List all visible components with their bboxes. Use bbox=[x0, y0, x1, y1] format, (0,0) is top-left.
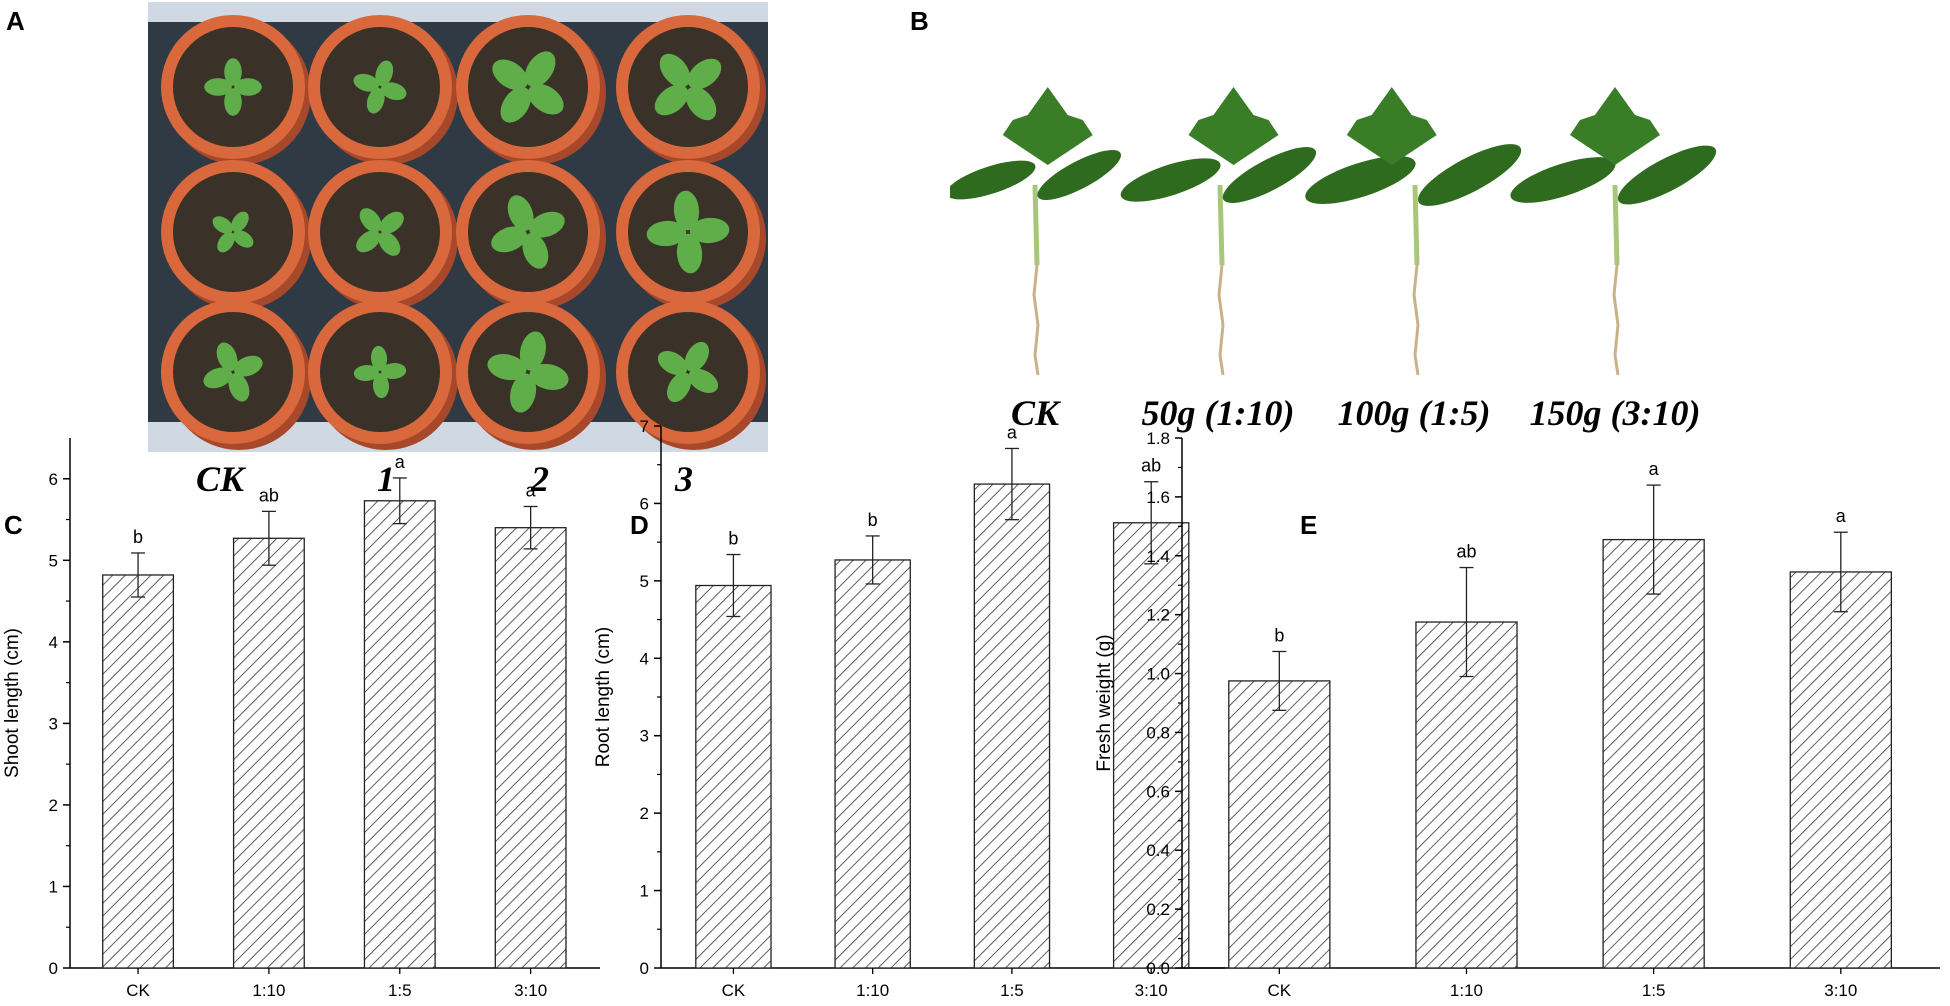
x-tick-label: 3:10 bbox=[1135, 981, 1168, 1000]
x-tick-label: CK bbox=[1268, 981, 1292, 1000]
y-tick-label: 0.2 bbox=[1146, 900, 1170, 919]
bar-1-10 bbox=[834, 559, 911, 969]
significance-label: b bbox=[1274, 625, 1284, 645]
panel-e-letter: E bbox=[1300, 510, 1318, 540]
x-tick-label: 1:10 bbox=[856, 981, 889, 1000]
pot bbox=[161, 160, 311, 310]
significance-label: b bbox=[728, 529, 738, 549]
y-tick-label: 1.0 bbox=[1146, 665, 1170, 684]
y-tick-label: 3 bbox=[640, 727, 649, 746]
pot bbox=[308, 15, 458, 165]
y-tick-label: 1.6 bbox=[1146, 488, 1170, 507]
significance-label: ab bbox=[259, 485, 279, 505]
pot bbox=[616, 300, 766, 450]
bar-CK bbox=[102, 574, 175, 969]
y-tick-label: 0.0 bbox=[1146, 959, 1170, 978]
y-tick-label: 6 bbox=[49, 470, 58, 489]
y-tick-label: 2 bbox=[640, 804, 649, 823]
y-tick-label: 1.2 bbox=[1146, 606, 1170, 625]
panel-a-label-2: 2 bbox=[531, 459, 549, 499]
y-tick-label: 2 bbox=[49, 796, 58, 815]
seedling bbox=[1510, 87, 1717, 376]
x-tick-label: 1:5 bbox=[1000, 981, 1024, 1000]
y-tick-label: 1.8 bbox=[1146, 429, 1170, 448]
y-tick-label: 0.8 bbox=[1146, 723, 1170, 742]
significance-label: a bbox=[1836, 506, 1847, 526]
y-tick-label: 0.6 bbox=[1146, 782, 1170, 801]
seedling bbox=[1305, 87, 1522, 376]
pot bbox=[456, 15, 606, 165]
y-tick-label: 5 bbox=[640, 572, 649, 591]
y-tick-label: 0 bbox=[49, 959, 58, 978]
significance-label: a bbox=[526, 480, 537, 500]
pot bbox=[308, 160, 458, 310]
bar-3-10 bbox=[494, 527, 567, 969]
bar-1-5 bbox=[363, 500, 436, 969]
pot bbox=[616, 15, 766, 165]
y-tick-label: 6 bbox=[640, 494, 649, 513]
chart-c: 0 1 2 3 4 5 6 Shoot length (cm) b CK ab 1:10 a 1:5 a 3:… bbox=[2, 438, 600, 1000]
bar-1-10 bbox=[232, 537, 305, 969]
significance-label: a bbox=[1007, 422, 1018, 442]
pot bbox=[161, 300, 311, 450]
pot bbox=[456, 160, 606, 310]
significance-label: b bbox=[868, 510, 878, 530]
x-tick-label: 3:10 bbox=[1824, 981, 1857, 1000]
chart-d: 0 1 2 3 4 5 6 7 Root length (cm) b CK b 1:10 a 1:5 ab 3:… bbox=[593, 417, 1225, 1000]
panel-a-photo bbox=[148, 2, 768, 452]
y-tick-label: 4 bbox=[640, 649, 649, 668]
panel-a-label-ck: CK bbox=[195, 459, 245, 499]
bar-3-10 bbox=[1112, 522, 1190, 969]
panel-b-label-100g: 100g (1:5) bbox=[1337, 393, 1491, 433]
y-tick-label: 0.4 bbox=[1146, 841, 1170, 860]
y-axis-title: Fresh weight (g) bbox=[1094, 634, 1115, 771]
x-tick-label: 1:5 bbox=[388, 981, 412, 1000]
panel-b-label-ck: CK bbox=[1010, 393, 1060, 433]
y-tick-label: 0 bbox=[640, 959, 649, 978]
bar-CK bbox=[695, 584, 772, 969]
y-tick-label: 1.4 bbox=[1146, 547, 1170, 566]
panel-a-label-1: 1 bbox=[377, 459, 395, 499]
significance-label: ab bbox=[1141, 456, 1161, 476]
bar-CK bbox=[1228, 680, 1331, 969]
x-tick-label: 1:10 bbox=[1450, 981, 1483, 1000]
y-tick-label: 3 bbox=[49, 714, 58, 733]
significance-label: a bbox=[1649, 459, 1660, 479]
x-tick-label: CK bbox=[722, 981, 746, 1000]
y-axis-title: Root length (cm) bbox=[593, 627, 614, 767]
panel-d-letter: D bbox=[630, 510, 649, 540]
y-tick-label: 1 bbox=[49, 877, 58, 896]
panel-b-label-50g: 50g (1:10) bbox=[1141, 393, 1295, 433]
y-tick-label: 1 bbox=[640, 882, 649, 901]
seedling bbox=[1120, 87, 1317, 376]
x-tick-label: CK bbox=[126, 981, 150, 1000]
panel-c-letter: C bbox=[4, 510, 23, 540]
significance-label: a bbox=[395, 452, 406, 472]
pot bbox=[456, 300, 606, 450]
pot bbox=[161, 15, 311, 165]
x-tick-label: 1:10 bbox=[252, 981, 285, 1000]
bar-1-5 bbox=[973, 483, 1051, 969]
x-tick-label: 1:5 bbox=[1642, 981, 1666, 1000]
y-tick-label: 4 bbox=[49, 633, 58, 652]
y-tick-label: 7 bbox=[640, 417, 649, 436]
bar-1-5 bbox=[1602, 538, 1705, 969]
bar-3-10 bbox=[1789, 571, 1892, 969]
pot bbox=[616, 160, 766, 310]
panel-b-letter: B bbox=[910, 6, 929, 36]
y-tick-label: 5 bbox=[49, 551, 58, 570]
panel-b-photo bbox=[950, 87, 1717, 376]
pot bbox=[308, 300, 458, 450]
chart-e: 0.0 0.2 0.4 0.6 0.8 1.0 1.2 1.4 1.6 1.8 Fresh weig… bbox=[1094, 429, 1940, 1000]
panel-b-label-150g: 150g (3:10) bbox=[1529, 393, 1701, 433]
significance-label: ab bbox=[1456, 542, 1476, 562]
bar-1-10 bbox=[1415, 621, 1518, 969]
panel-a-letter: A bbox=[6, 6, 25, 36]
y-axis-title: Shoot length (cm) bbox=[2, 628, 23, 778]
x-tick-label: 3:10 bbox=[514, 981, 547, 1000]
seedling bbox=[950, 87, 1121, 376]
significance-label: b bbox=[133, 527, 143, 547]
panel-a-label-3: 3 bbox=[675, 459, 693, 499]
